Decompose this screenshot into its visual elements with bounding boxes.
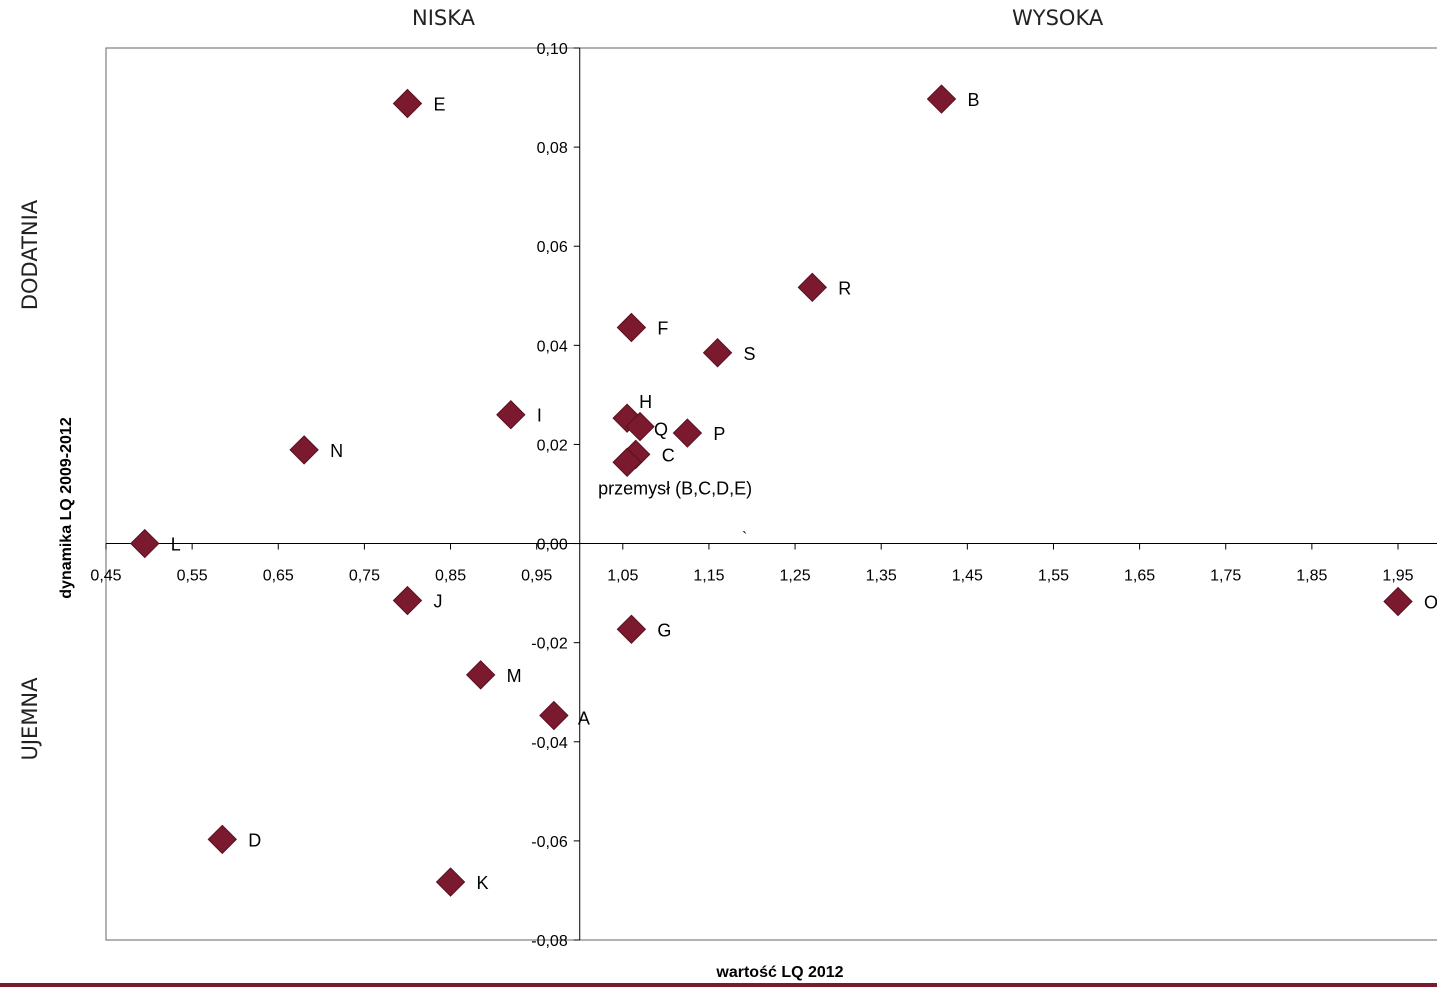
point-label: C xyxy=(662,445,675,465)
quadrant-label-wysoka: WYSOKA xyxy=(1012,6,1104,30)
x-tick-label: 1,25 xyxy=(779,568,810,585)
point-marker xyxy=(392,585,423,616)
point-label: O xyxy=(1424,593,1437,613)
point-label: A xyxy=(578,709,590,729)
y-tick-label: 0,08 xyxy=(537,140,568,157)
point-marker xyxy=(797,272,828,303)
point-marker xyxy=(207,824,237,855)
point-marker xyxy=(672,418,703,448)
bottom-divider xyxy=(0,983,1437,987)
y-tick-label: -0,08 xyxy=(531,933,568,950)
plot-frame xyxy=(105,47,1437,941)
point-marker xyxy=(289,435,319,465)
point-label: S xyxy=(744,344,756,364)
x-tick-label: 0,85 xyxy=(435,568,466,585)
x-tick-label: 0,55 xyxy=(177,568,208,585)
x-tick-label: 1,55 xyxy=(1038,568,1069,585)
point-marker xyxy=(926,84,957,114)
point-marker xyxy=(702,338,733,368)
y-tick-label: 0,10 xyxy=(537,41,568,58)
point-marker xyxy=(392,88,423,119)
x-tick-label: 1,75 xyxy=(1210,568,1241,585)
point-label: Q xyxy=(654,420,668,440)
point-marker xyxy=(435,867,466,897)
x-tick-label: 1,15 xyxy=(693,568,724,585)
x-tick-label: 1,95 xyxy=(1382,568,1413,585)
point-marker xyxy=(625,411,655,442)
point-marker xyxy=(616,614,647,644)
x-tick-label: 0,95 xyxy=(521,568,552,585)
x-tick-label: 1,85 xyxy=(1296,568,1327,585)
y-tick-label: 0,00 xyxy=(537,537,568,554)
point-marker xyxy=(496,400,526,430)
point-label: F xyxy=(657,318,668,338)
point-marker xyxy=(130,528,160,559)
y-tick-label: 0,02 xyxy=(537,437,568,454)
point-label: I xyxy=(537,406,542,426)
x-tick-label: 0,65 xyxy=(263,568,294,585)
point-label: przemysł (B,C,D,E) xyxy=(598,478,752,498)
point-marker xyxy=(1383,586,1413,617)
stray-mark: ` xyxy=(742,530,747,547)
point-label: E xyxy=(433,95,445,115)
x-axis-title: wartość LQ 2012 xyxy=(716,964,844,981)
point-label: K xyxy=(477,873,489,893)
point-label: N xyxy=(330,441,343,461)
x-tick-label: 1,45 xyxy=(952,568,983,585)
point-label: P xyxy=(713,424,725,444)
point-marker xyxy=(616,312,647,343)
quadrant-label-niska: NISKA xyxy=(412,6,475,30)
point-label: G xyxy=(657,620,671,640)
point-label: L xyxy=(171,535,181,555)
point-label: M xyxy=(507,666,522,686)
point-marker xyxy=(539,700,569,731)
y-tick-label: 0,06 xyxy=(537,239,568,256)
point-label: D xyxy=(248,830,261,850)
y-tick-label: 0,04 xyxy=(537,338,568,355)
point-label: B xyxy=(967,90,979,110)
point-label: R xyxy=(838,278,851,298)
point-marker xyxy=(465,660,496,690)
y-tick-label: -0,02 xyxy=(531,636,568,653)
x-tick-label: 1,05 xyxy=(607,568,638,585)
x-tick-label: 1,65 xyxy=(1124,568,1155,585)
point-label: J xyxy=(433,592,442,612)
y-tick-label: -0,06 xyxy=(531,834,568,851)
point-label: H xyxy=(639,392,652,412)
x-tick-label: 0,45 xyxy=(90,568,121,585)
y-tick-label: -0,04 xyxy=(531,735,568,752)
x-tick-label: 1,35 xyxy=(866,568,897,585)
x-tick-label: 0,75 xyxy=(349,568,380,585)
point-marker xyxy=(612,447,642,477)
